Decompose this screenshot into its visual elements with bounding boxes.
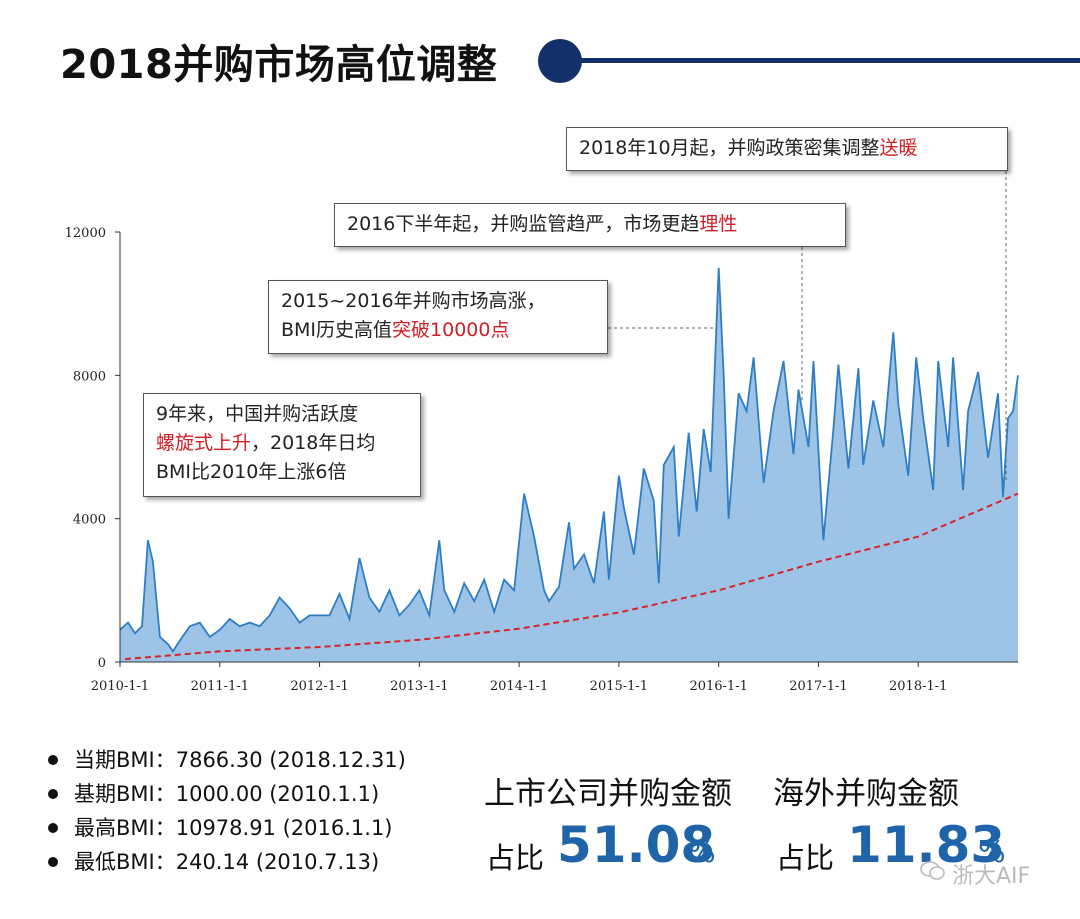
share-overseas-unit: % bbox=[978, 835, 1006, 869]
x-tick-label: 2018-1-1 bbox=[889, 679, 947, 694]
bullet-icon bbox=[48, 857, 58, 867]
trend-line bbox=[124, 492, 1019, 661]
title-accent-line bbox=[560, 58, 1080, 63]
callout-boom-2015-line1: 2015~2016年并购市场高涨， bbox=[281, 290, 546, 312]
bmi-line bbox=[119, 267, 1019, 653]
bullet-icon bbox=[48, 755, 58, 765]
stat-row-highest: 最高BMI： 10978.91 (2016.1.1) bbox=[48, 811, 406, 845]
callout-policy-2018-highlight: 送暖 bbox=[879, 137, 918, 159]
callout-nine-years-line1: 9年来，中国并购活跃度 bbox=[156, 403, 359, 425]
watermark: 浙大AIF bbox=[920, 858, 1030, 890]
share-listed-label: 上市公司并购金额 bbox=[484, 776, 732, 812]
watermark-text: 浙大AIF bbox=[952, 864, 1031, 889]
callout-policy-2018: 2018年10月起，并购政策密集调整送暖 bbox=[566, 127, 1008, 171]
share-overseas-label: 海外并购金额 bbox=[773, 776, 959, 812]
share-listed-prefix: 占比 bbox=[486, 841, 545, 875]
stat-row-current: 当期BMI： 7866.30 (2018.12.31) bbox=[48, 743, 406, 777]
wechat-icon bbox=[920, 860, 946, 888]
bmi-area bbox=[120, 267, 1018, 662]
bullet-icon bbox=[48, 823, 58, 833]
y-tick-label: 4000 bbox=[73, 513, 106, 528]
y-tick-label: 8000 bbox=[73, 369, 106, 384]
stat-value: 1000.00 (2010.1.1) bbox=[175, 782, 380, 806]
x-tick-label: 2015-1-1 bbox=[590, 679, 648, 694]
stat-row-lowest: 最低BMI： 240.14 (2010.7.13) bbox=[48, 845, 406, 879]
page-title: 2018并购市场高位调整 bbox=[60, 42, 498, 88]
callout-regulation-2016-text: 2016下半年起，并购监管趋严，市场更趋 bbox=[347, 213, 700, 235]
stat-label: 最高BMI： bbox=[74, 816, 176, 840]
stat-row-base: 基期BMI： 1000.00 (2010.1.1) bbox=[48, 777, 406, 811]
x-tick-label: 2017-1-1 bbox=[789, 679, 847, 694]
x-tick-label: 2012-1-1 bbox=[290, 679, 348, 694]
stat-label: 基期BMI： bbox=[74, 782, 176, 806]
callout-boom-2015: 2015~2016年并购市场高涨， BMI历史高值突破10000点 bbox=[268, 280, 608, 354]
share-listed-unit: % bbox=[688, 835, 716, 869]
y-tick-label: 0 bbox=[98, 656, 106, 671]
callout-boom-2015-highlight: 突破10000点 bbox=[392, 319, 510, 341]
callout-nine-years: 9年来，中国并购活跃度 螺旋式上升，2018年日均 BMI比2010年上涨6倍 bbox=[143, 393, 421, 497]
title-accent-dot bbox=[538, 39, 582, 83]
stat-value: 240.14 (2010.7.13) bbox=[175, 850, 380, 874]
bullet-icon bbox=[48, 789, 58, 799]
x-tick-label: 2014-1-1 bbox=[490, 679, 548, 694]
share-overseas-value: 11.83 bbox=[847, 816, 1006, 874]
y-tick-label: 12000 bbox=[65, 226, 106, 241]
stat-label: 当期BMI： bbox=[74, 748, 176, 772]
x-tick-label: 2013-1-1 bbox=[390, 679, 448, 694]
callout-regulation-2016-highlight: 理性 bbox=[699, 213, 738, 235]
stat-label: 最低BMI： bbox=[74, 850, 176, 874]
x-tick-label: 2016-1-1 bbox=[689, 679, 747, 694]
x-tick-label: 2010-1-1 bbox=[91, 679, 149, 694]
callout-boom-2015-line2: BMI历史高值 bbox=[281, 319, 393, 341]
share-overseas-prefix: 占比 bbox=[776, 841, 835, 875]
callout-regulation-2016: 2016下半年起，并购监管趋严，市场更趋理性 bbox=[334, 203, 846, 247]
callout-policy-2018-text: 2018年10月起，并购政策密集调整 bbox=[579, 137, 880, 159]
stat-value: 10978.91 (2016.1.1) bbox=[175, 816, 393, 840]
callout-nine-years-line3: BMI比2010年上涨6倍 bbox=[156, 461, 347, 483]
bmi-stats-list: 当期BMI： 7866.30 (2018.12.31) 基期BMI： 1000.00… bbox=[48, 743, 406, 879]
callout-nine-years-line2: ，2018年日均 bbox=[251, 432, 376, 454]
share-listed-value: 51.08 bbox=[557, 816, 716, 874]
callout-nine-years-highlight: 螺旋式上升 bbox=[156, 432, 252, 454]
x-tick-label: 2011-1-1 bbox=[191, 679, 249, 694]
stat-value: 7866.30 (2018.12.31) bbox=[175, 748, 406, 772]
